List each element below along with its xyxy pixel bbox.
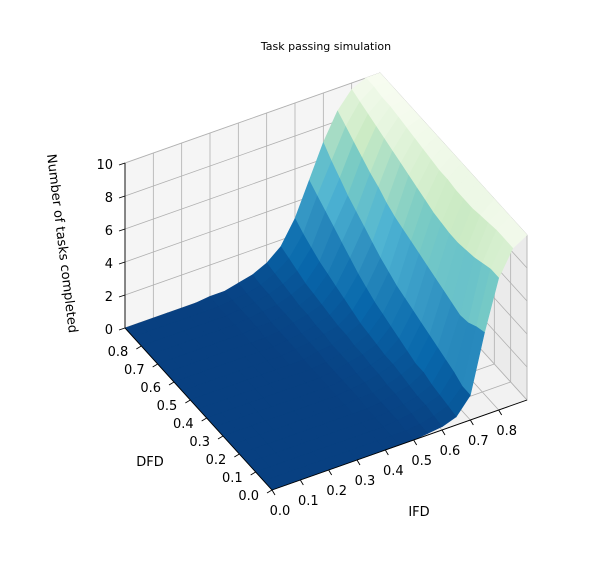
y-tick-label: 0.1: [222, 471, 243, 486]
z-tick-mark: [118, 261, 126, 265]
y-tick-label: 0.3: [189, 435, 210, 450]
x-tick-label: 0.1: [298, 494, 319, 509]
y-tick-mark: [250, 471, 256, 476]
x-tick-label: 0.3: [355, 474, 376, 489]
x-axis-label: IFD: [408, 505, 429, 520]
x-tick-mark: [498, 409, 503, 416]
y-tick-mark: [266, 489, 273, 494]
z-tick-mark: [118, 228, 126, 232]
x-tick-mark: [356, 459, 361, 466]
x-tick-mark: [328, 469, 333, 476]
y-tick-mark: [201, 417, 207, 422]
y-tick-mark: [234, 453, 240, 458]
z-tick-mark: [118, 162, 126, 166]
x-tick-label: 0.8: [496, 424, 517, 439]
z-tick-label: 2: [105, 290, 113, 305]
y-tick-mark: [168, 381, 175, 386]
x-tick-label: 0.0: [270, 504, 291, 519]
x-axis-line: [271, 399, 528, 491]
y-tick-mark: [185, 399, 191, 404]
z-tick-label: 8: [105, 191, 113, 206]
z-tick-label: 10: [96, 158, 113, 173]
y-tick-label: 0.5: [157, 399, 178, 414]
y-tick-label: 0.4: [173, 417, 194, 432]
z-tick-mark: [118, 294, 126, 298]
x-tick-mark: [384, 449, 389, 456]
x-tick-mark: [469, 419, 474, 426]
y-axis-label: DFD: [136, 455, 164, 470]
x-tick-label: 0.7: [468, 434, 489, 449]
z-tick-label: 6: [105, 224, 113, 239]
z-tick-label: 4: [105, 257, 113, 272]
x-tick-mark: [299, 479, 304, 486]
y-tick-label: 0.0: [238, 489, 259, 504]
x-tick-label: 0.4: [383, 464, 404, 479]
chart-title: Task passing simulation: [260, 40, 391, 53]
y-tick-mark: [136, 345, 142, 350]
x-tick-mark: [413, 439, 418, 446]
y-tick-label: 0.7: [124, 363, 145, 378]
x-tick-label: 0.5: [411, 454, 432, 469]
surface-mesh: [124, 72, 528, 491]
z-tick-mark: [118, 195, 126, 199]
z-tick-label: 0: [105, 323, 113, 338]
y-tick-label: 0.2: [206, 453, 227, 468]
x-tick-mark: [271, 489, 276, 496]
tick-labels: 0.0 0.1 0.2 0.3 0.4 0.5 0.6 0.7 0.8 0.0 0.1 0.2 0.3 0…: [96, 158, 517, 519]
y-axis-line: [124, 327, 273, 491]
z-axis-label: Number of tasks completed: [43, 153, 80, 334]
x-tick-label: 0.6: [440, 444, 461, 459]
y-tick-label: 0.6: [140, 381, 161, 396]
axis-lines: [124, 163, 528, 491]
x-tick-mark: [441, 429, 446, 436]
x-tick-label: 0.2: [326, 484, 347, 499]
z-tick-mark: [118, 327, 126, 331]
grid-line: [124, 72, 381, 164]
y-tick-mark: [152, 363, 158, 368]
y-tick-mark: [217, 435, 224, 440]
y-tick-label: 0.8: [108, 345, 129, 360]
